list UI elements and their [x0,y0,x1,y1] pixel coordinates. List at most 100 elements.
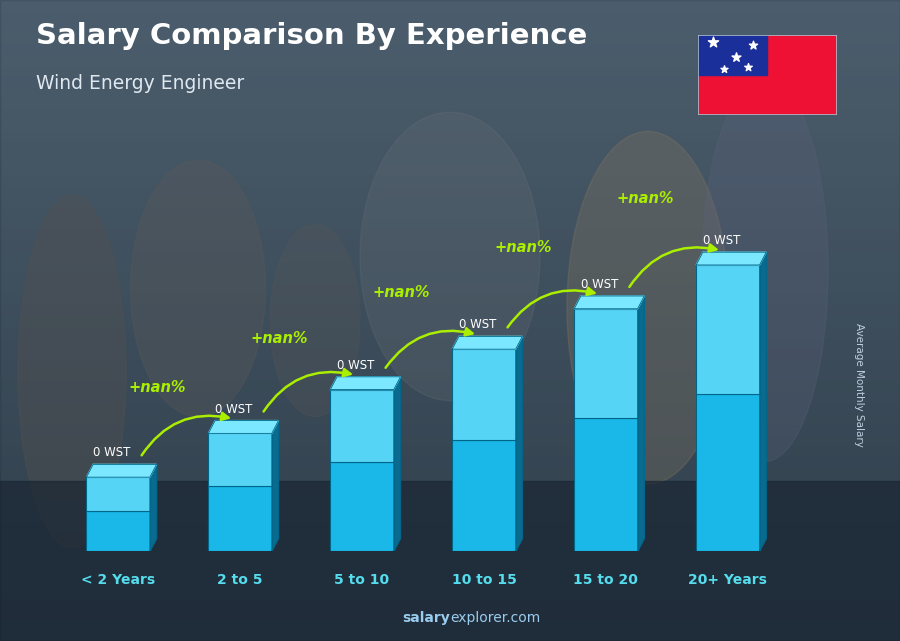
FancyArrowPatch shape [141,413,229,455]
Bar [574,309,637,418]
Text: 20+ Years: 20+ Years [688,573,768,587]
Text: 0 WST: 0 WST [94,446,130,460]
Bar [0,488,900,500]
Bar [0,380,900,391]
Text: +nan%: +nan% [373,285,430,301]
Bar [0,358,900,369]
Bar [0,412,900,424]
Bar [0,206,900,217]
Bar [0,54,900,65]
Polygon shape [209,420,278,433]
Bar [0,10,900,22]
FancyArrowPatch shape [629,244,716,287]
Text: 0 WST: 0 WST [459,319,497,331]
Bar [698,35,767,75]
Bar [0,481,900,641]
Ellipse shape [270,224,360,417]
Bar [0,293,900,304]
Point [716,64,731,74]
Bar [0,217,900,228]
Bar [0,0,900,11]
Text: +nan%: +nan% [494,240,552,255]
Bar [0,152,900,163]
Bar [0,478,900,489]
Bar [453,349,516,440]
Text: +nan%: +nan% [616,191,674,206]
Bar [0,315,900,326]
Polygon shape [330,377,400,390]
Bar [0,32,900,44]
Bar [0,304,900,315]
Text: Average Monthly Salary: Average Monthly Salary [854,322,865,447]
Bar [0,565,900,576]
Polygon shape [760,252,766,551]
Bar [0,260,900,272]
Ellipse shape [567,131,729,484]
Text: 0 WST: 0 WST [215,403,253,415]
Polygon shape [453,337,522,349]
Bar [0,184,900,196]
Bar [0,521,900,533]
Bar [453,440,516,551]
Bar [330,462,393,551]
Bar [0,423,900,435]
Text: 0 WST: 0 WST [581,278,618,291]
Text: 15 to 20: 15 to 20 [573,573,638,587]
Bar [0,499,900,511]
Bar [0,119,900,130]
Bar [0,401,900,413]
Bar [0,326,900,337]
Bar [0,76,900,87]
Text: +nan%: +nan% [250,331,308,345]
Bar [86,510,150,551]
Bar [0,21,900,33]
Bar [0,43,900,54]
Bar [0,532,900,543]
Bar [0,510,900,522]
Polygon shape [150,464,157,551]
Text: Salary Comparison By Experience: Salary Comparison By Experience [36,22,587,51]
Bar [0,434,900,445]
Bar [0,347,900,358]
Point [729,51,743,62]
Bar [0,163,900,174]
Bar [0,87,900,98]
Polygon shape [574,296,644,309]
Bar [0,97,900,108]
Bar [574,418,637,551]
FancyArrowPatch shape [385,328,472,368]
Polygon shape [272,420,278,551]
FancyArrowPatch shape [264,369,350,412]
Bar [0,456,900,467]
Polygon shape [393,377,400,551]
Bar [0,271,900,283]
Polygon shape [86,464,157,477]
Bar [0,337,900,347]
Bar [0,554,900,565]
Text: Wind Energy Engineer: Wind Energy Engineer [36,74,244,93]
Bar [0,173,900,185]
FancyArrowPatch shape [508,288,594,328]
Point [746,40,760,50]
Bar [0,390,900,402]
Bar [0,576,900,587]
Bar [0,587,900,597]
Bar [0,130,900,141]
Bar [0,228,900,239]
Polygon shape [637,296,644,551]
Bar [209,487,272,551]
Polygon shape [516,337,522,551]
Text: +nan%: +nan% [129,379,186,395]
Text: explorer.com: explorer.com [450,611,540,625]
Ellipse shape [18,196,126,548]
Bar [0,629,900,641]
Bar [0,195,900,206]
Bar [330,390,393,462]
Text: 2 to 5: 2 to 5 [217,573,263,587]
Ellipse shape [130,160,266,417]
Bar [0,597,900,608]
Bar [0,282,900,294]
Bar [0,369,900,380]
Bar [0,619,900,630]
Text: 0 WST: 0 WST [703,234,741,247]
